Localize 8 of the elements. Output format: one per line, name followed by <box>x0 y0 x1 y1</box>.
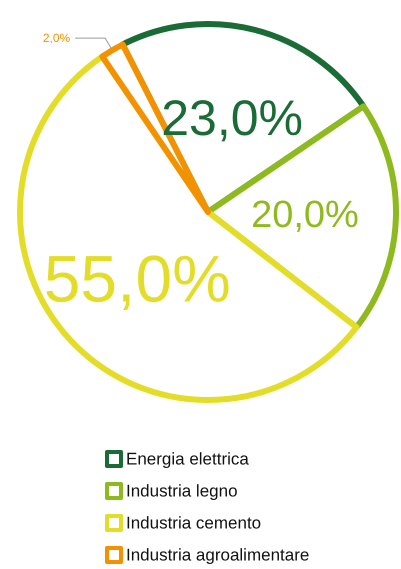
legend-label: Industria agroalimentare <box>126 546 310 564</box>
legend-label: Industria legno <box>126 482 238 500</box>
data-label: 55,0% <box>44 241 231 316</box>
data-label: 20,0% <box>251 194 359 236</box>
data-label: 23,0% <box>161 90 304 146</box>
data-label: 2,0% <box>42 31 70 46</box>
legend-label: Industria cemento <box>126 514 262 532</box>
legend-label: Energia elettrica <box>126 450 250 468</box>
